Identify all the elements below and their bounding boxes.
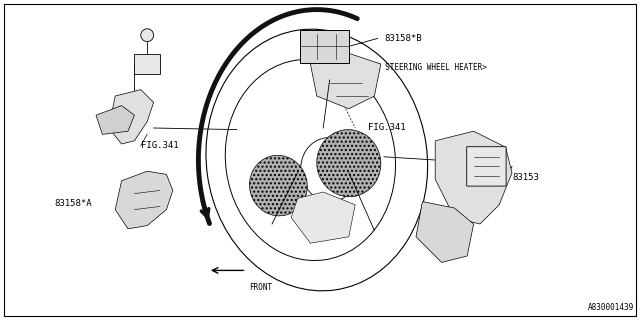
Text: FIG.341: FIG.341 xyxy=(368,124,406,132)
Ellipse shape xyxy=(317,130,381,197)
Polygon shape xyxy=(291,192,355,243)
Ellipse shape xyxy=(141,29,154,42)
Polygon shape xyxy=(115,171,173,229)
Polygon shape xyxy=(310,51,381,109)
Ellipse shape xyxy=(250,155,307,216)
Polygon shape xyxy=(435,131,512,224)
Polygon shape xyxy=(109,90,154,144)
Text: <FOR STEERING WHEEL HEATER>: <FOR STEERING WHEEL HEATER> xyxy=(362,63,486,72)
Polygon shape xyxy=(96,106,134,134)
Text: A830001439: A830001439 xyxy=(588,303,634,312)
FancyBboxPatch shape xyxy=(300,30,349,63)
Polygon shape xyxy=(416,202,474,262)
Text: 83158*A: 83158*A xyxy=(54,199,92,208)
Bar xyxy=(134,54,160,74)
Text: 83158*B: 83158*B xyxy=(384,34,422,43)
Text: 83153: 83153 xyxy=(512,173,539,182)
FancyBboxPatch shape xyxy=(467,147,506,186)
Text: FIG.341: FIG.341 xyxy=(141,141,179,150)
Text: FRONT: FRONT xyxy=(250,283,273,292)
